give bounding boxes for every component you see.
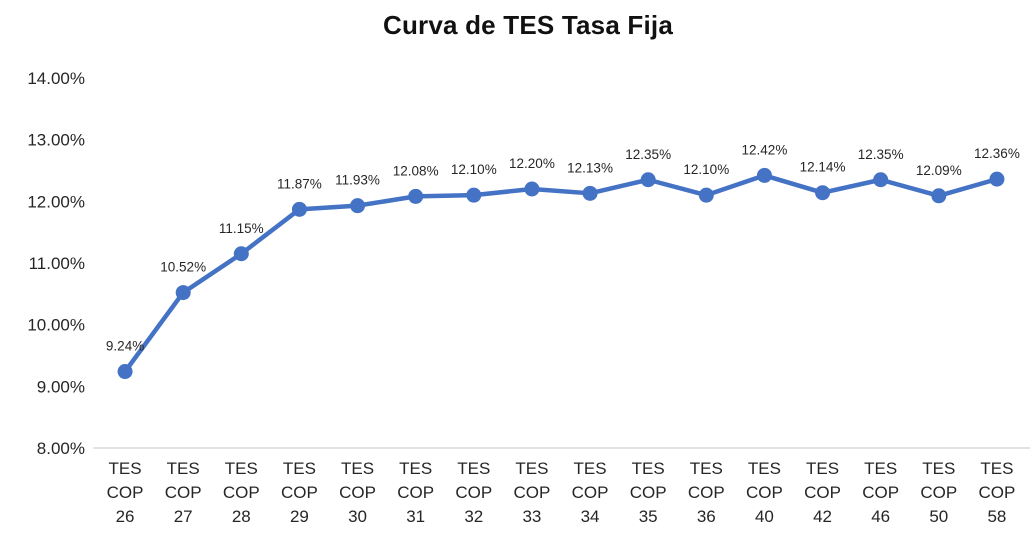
y-tick-label: 8.00% [37, 439, 85, 458]
x-tick-label: TES COP 36 [688, 459, 725, 526]
x-tick-label: TES COP 58 [979, 459, 1016, 526]
data-point-marker [873, 172, 889, 188]
data-point-marker [524, 181, 540, 197]
y-tick-label: 9.00% [37, 377, 85, 396]
data-point-label: 9.24% [106, 339, 144, 354]
data-point-marker [350, 198, 366, 214]
data-point-label: 12.13% [567, 160, 613, 175]
x-tick-label: TES COP 32 [455, 459, 492, 526]
data-point-label: 12.42% [742, 142, 788, 157]
data-point-marker [291, 201, 307, 217]
x-tick-label: TES COP 46 [862, 459, 899, 526]
data-point-marker [640, 172, 656, 188]
y-tick-label: 11.00% [29, 254, 85, 273]
x-tick-label: TES COP 34 [572, 459, 609, 526]
x-tick-label: TES COP 42 [804, 459, 841, 526]
x-tick-label: TES COP 35 [630, 459, 667, 526]
x-tick-label: TES COP 28 [223, 459, 260, 526]
data-point-label: 12.35% [625, 147, 671, 162]
data-point-marker [233, 246, 249, 262]
x-tick-label: TES COP 40 [746, 459, 783, 526]
series-line [122, 173, 1000, 374]
x-tick-label: TES COP 26 [107, 459, 144, 526]
data-point-label: 12.35% [858, 147, 904, 162]
data-point-marker [756, 167, 772, 183]
data-point-label: 11.93% [335, 173, 380, 188]
data-point-label: 11.15% [219, 221, 264, 236]
y-tick-label: 14.00% [27, 69, 85, 88]
data-point-label: 11.87% [277, 176, 322, 191]
data-point-marker [582, 185, 598, 201]
data-point-marker [815, 185, 831, 201]
x-tick-label: TES COP 50 [920, 459, 957, 526]
data-point-label: 12.36% [974, 146, 1020, 161]
x-tick-label: TES COP 29 [281, 459, 318, 526]
data-point-marker [466, 187, 482, 203]
data-point-marker [117, 364, 133, 380]
chart-title: Curva de TES Tasa Fija [382, 10, 674, 40]
data-point-label: 12.10% [683, 162, 729, 177]
y-tick-label: 12.00% [27, 192, 85, 211]
data-point-marker [698, 187, 714, 203]
x-tick-label: TES COP 27 [165, 459, 202, 526]
data-point-label: 12.20% [509, 156, 555, 171]
y-tick-label: 10.00% [27, 316, 85, 335]
data-point-label: 12.08% [393, 163, 439, 178]
data-point-label: 12.09% [916, 163, 962, 178]
y-tick-label: 13.00% [27, 131, 85, 150]
data-point-marker [989, 171, 1005, 187]
x-tick-label: TES COP 33 [514, 459, 551, 526]
x-tick-label: TES COP 30 [339, 459, 376, 526]
data-point-label: 12.14% [800, 160, 846, 175]
data-point-marker [175, 285, 191, 301]
data-point-label: 10.52% [160, 260, 206, 275]
data-point-marker [931, 188, 947, 204]
data-point-marker [408, 188, 424, 204]
x-tick-label: TES COP 31 [397, 459, 434, 526]
data-point-label: 12.10% [451, 162, 497, 177]
